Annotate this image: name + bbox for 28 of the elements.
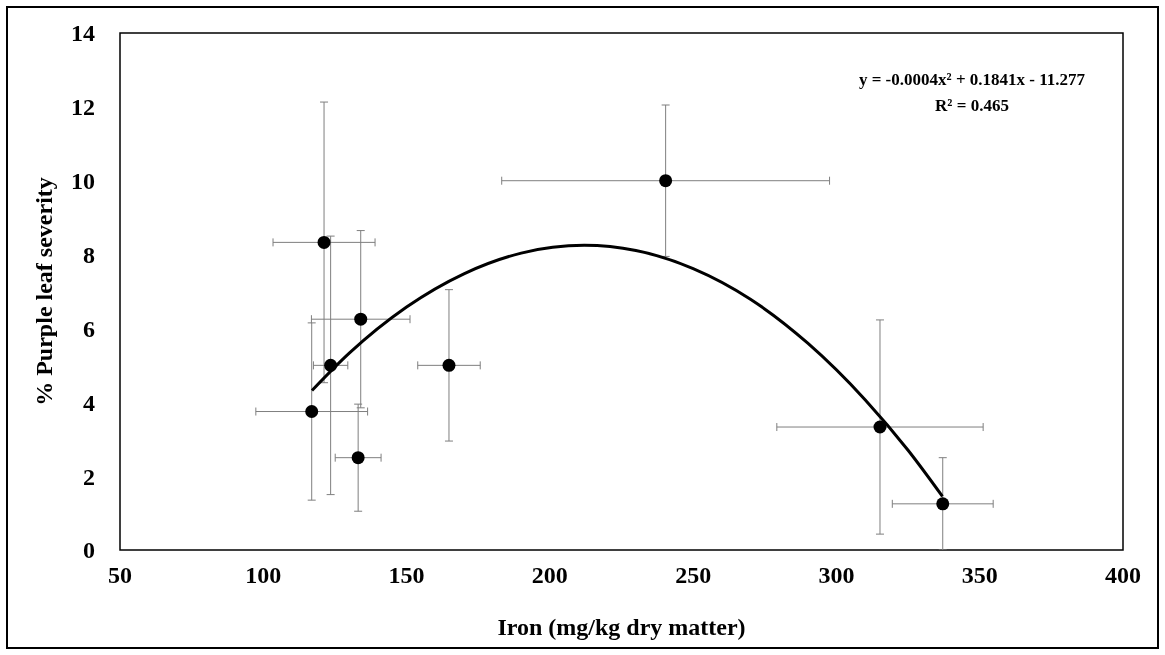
point — [351, 451, 365, 465]
y-tick-label: 10 — [71, 168, 95, 195]
annotation: y = -0.0004x² + 0.1841x - 11.277 — [858, 70, 1086, 89]
point — [317, 235, 331, 249]
x-tick-label: 100 — [245, 562, 282, 588]
point — [305, 405, 319, 419]
x-tick-label: 200 — [531, 562, 568, 588]
point — [659, 174, 673, 188]
point — [936, 497, 950, 511]
x-tick-label: 250 — [675, 562, 712, 588]
y-tick-label: 2 — [83, 463, 95, 490]
annotation: R² = 0.465 — [935, 96, 1009, 115]
x-tick-label: 400 — [1105, 562, 1141, 588]
x-axis-title: Iron (mg/kg dry matter) — [497, 614, 746, 640]
x-tick-label: 50 — [108, 562, 132, 588]
y-tick-label: 12 — [71, 94, 95, 121]
y-tick-label: 8 — [83, 241, 95, 268]
point — [873, 420, 887, 434]
x-tick-label: 300 — [818, 562, 855, 588]
y-axis-title: % Purple leaf severity — [31, 177, 57, 406]
y-tick-label: 4 — [83, 389, 95, 416]
x-tick-label: 150 — [388, 562, 425, 588]
point — [354, 312, 368, 326]
x-tick-label: 350 — [961, 562, 998, 588]
y-tick-label: 14 — [71, 20, 95, 47]
y-tick-label: 6 — [83, 315, 95, 342]
point — [442, 358, 456, 372]
y-tick-label: 0 — [83, 537, 95, 564]
